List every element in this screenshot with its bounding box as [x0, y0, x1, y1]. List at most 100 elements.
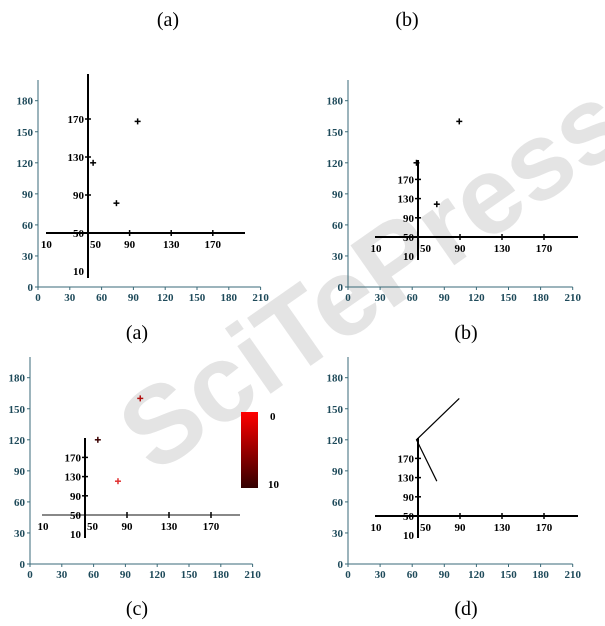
outer-y-tick-label: 120 — [327, 158, 344, 170]
panel-caption: (b) — [454, 322, 477, 344]
outer-x-tick-label: 0 — [345, 292, 351, 304]
outer-x-tick-label: 90 — [439, 569, 451, 581]
outer-x-tick-label: 180 — [213, 569, 230, 581]
inner-y-tick-label: 50 — [403, 511, 415, 523]
inner-x-tick-label: 10 — [38, 521, 50, 533]
inner-x-tick-label: 50 — [420, 243, 432, 255]
inner-x-tick-label: 10 — [41, 239, 53, 251]
inner-x-tick-label: 90 — [124, 239, 136, 251]
inner-x-tick-label: 170 — [205, 239, 222, 251]
outer-y-tick-label: 150 — [327, 127, 344, 139]
outer-x-tick-label: 60 — [96, 292, 108, 304]
outer-y-tick-label: 60 — [22, 220, 34, 232]
inner-y-tick-label: 10 — [73, 266, 85, 278]
panel-caption: (d) — [454, 598, 477, 620]
outer-x-tick-label: 0 — [35, 292, 41, 304]
inner-y-tick-label: 170 — [398, 453, 415, 465]
inner-y-tick-label: 130 — [68, 152, 85, 164]
inner-y-tick-label: 170 — [65, 452, 82, 464]
inner-x-tick-label: 90 — [455, 522, 467, 534]
outer-y-tick-label: 0 — [338, 282, 344, 294]
outer-y-tick-label: 150 — [17, 127, 34, 139]
outer-y-tick-label: 120 — [9, 435, 26, 447]
outer-y-tick-label: 90 — [332, 466, 344, 478]
outer-y-tick-label: 0 — [20, 559, 26, 571]
outer-x-tick-label: 180 — [532, 292, 549, 304]
inner-x-tick-label: 130 — [494, 243, 511, 255]
outer-x-tick-label: 30 — [56, 569, 68, 581]
outer-x-tick-label: 150 — [181, 569, 198, 581]
outer-y-tick-label: 30 — [14, 528, 26, 540]
inner-x-tick-label: 50 — [90, 239, 102, 251]
inner-x-tick-label: 170 — [536, 243, 553, 255]
outer-x-tick-label: 180 — [532, 569, 549, 581]
inner-y-tick-label: 50 — [73, 228, 85, 240]
outer-x-tick-label: 120 — [149, 569, 166, 581]
inner-x-tick-label: 50 — [420, 522, 432, 534]
outer-x-tick-label: 150 — [500, 569, 517, 581]
inner-y-tick-label: 90 — [403, 213, 415, 225]
outer-y-tick-label: 30 — [332, 251, 344, 263]
outer-x-tick-label: 150 — [189, 292, 206, 304]
outer-y-tick-label: 90 — [22, 189, 34, 201]
outer-x-tick-label: 0 — [27, 569, 33, 581]
inner-x-tick-label: 10 — [371, 243, 383, 255]
outer-x-tick-label: 210 — [564, 569, 581, 581]
inner-x-tick-label: 130 — [163, 239, 180, 251]
inner-y-tick-label: 130 — [398, 473, 415, 485]
inner-x-tick-label: 170 — [203, 521, 220, 533]
outer-x-tick-label: 60 — [88, 569, 100, 581]
outer-y-tick-label: 120 — [327, 435, 344, 447]
outer-x-tick-label: 150 — [500, 292, 517, 304]
outer-x-tick-label: 60 — [407, 569, 419, 581]
outer-x-tick-label: 60 — [407, 292, 419, 304]
inner-x-tick-label: 50 — [87, 521, 99, 533]
outer-y-tick-label: 60 — [14, 497, 26, 509]
inner-y-tick-label: 90 — [73, 190, 85, 202]
outer-x-tick-label: 120 — [468, 292, 485, 304]
inner-y-tick-label: 50 — [70, 510, 82, 522]
outer-y-tick-label: 0 — [28, 282, 34, 294]
panel-caption: (a) — [126, 322, 148, 344]
outer-y-tick-label: 150 — [9, 404, 26, 416]
panel-d: 0 30 60 90 120 150 180 210 0 30 60 90 120 150 180 10 50 9… — [327, 357, 581, 620]
panel-caption: (c) — [126, 598, 148, 620]
outer-x-tick-label: 90 — [120, 569, 132, 581]
inner-y-tick-label: 90 — [403, 492, 415, 504]
inner-x-tick-label: 90 — [122, 521, 134, 533]
outer-y-tick-label: 180 — [327, 96, 344, 108]
outer-y-tick-label: 90 — [332, 189, 344, 201]
legend-top-label: 0 — [270, 411, 276, 423]
outer-x-tick-label: 120 — [157, 292, 174, 304]
outer-y-tick-label: 150 — [327, 404, 344, 416]
outer-y-tick-label: 180 — [9, 373, 26, 385]
panel-a: 0 30 60 90 120 150 180 210 0 30 60 90 120 150 180 10 50 9… — [17, 74, 269, 344]
inner-x-tick-label: 90 — [455, 243, 467, 255]
panel-c: 0 30 60 90 120 150 180 210 0 30 60 90 120 150 180 10 50 9… — [9, 357, 280, 620]
inner-y-tick-label: 130 — [65, 472, 82, 484]
outer-y-tick-label: 60 — [332, 497, 344, 509]
inner-y-tick-label: 10 — [70, 529, 82, 541]
outer-y-tick-label: 120 — [17, 158, 34, 170]
outer-y-tick-label: 180 — [17, 96, 34, 108]
legend-bottom-label: 10 — [268, 479, 280, 491]
inner-y-tick-label: 170 — [398, 174, 415, 186]
inner-y-tick-label: 130 — [398, 194, 415, 206]
outer-x-tick-label: 30 — [375, 569, 387, 581]
trajectory-line — [415, 397, 460, 482]
inner-x-tick-label: 170 — [536, 522, 553, 534]
inner-y-tick-label: 50 — [403, 232, 415, 244]
outer-x-tick-label: 0 — [345, 569, 351, 581]
outer-x-tick-label: 90 — [439, 292, 451, 304]
outer-y-tick-label: 30 — [22, 251, 34, 263]
outer-x-tick-label: 210 — [564, 292, 581, 304]
outer-x-tick-label: 30 — [64, 292, 76, 304]
outer-x-tick-label: 90 — [128, 292, 140, 304]
inner-y-tick-label: 10 — [403, 530, 415, 542]
top-caption-a: (a) — [157, 9, 179, 31]
inner-x-tick-label: 130 — [494, 522, 511, 534]
color-legend-bar — [241, 412, 258, 488]
panel-b: 0 30 60 90 120 150 180 210 0 30 60 90 120 150 180 10 50 9… — [327, 80, 581, 344]
outer-x-tick-label: 180 — [221, 292, 238, 304]
